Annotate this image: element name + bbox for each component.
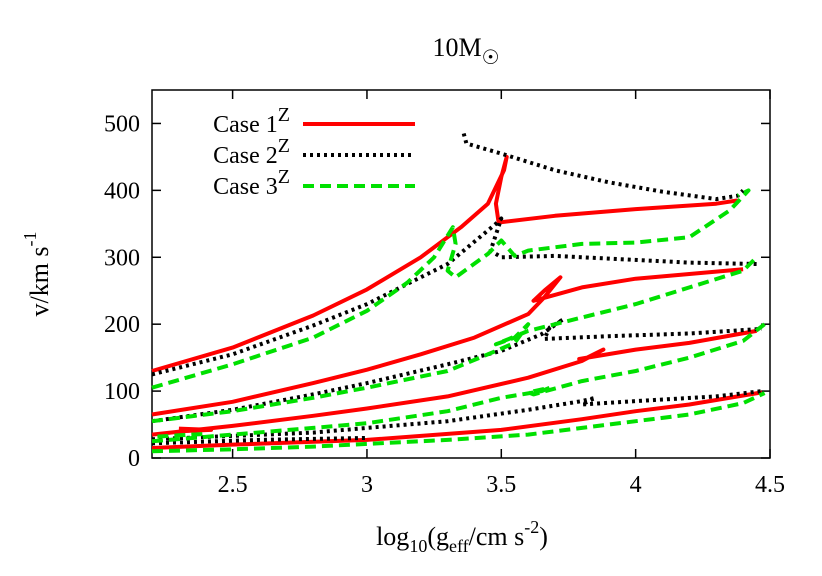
series-line (178, 426, 214, 434)
legend-label: Case 1Z (213, 104, 290, 138)
series-line (151, 216, 757, 377)
x-axis-label-suffix: /cm s (469, 522, 525, 551)
series-line (151, 328, 757, 437)
series-line (157, 431, 206, 439)
x-axis-label-mid: (g (427, 522, 449, 551)
plot-frame (151, 89, 771, 459)
y-tick-label: 500 (104, 111, 140, 137)
x-axis-label: log10(geff/cm s-2) (376, 517, 548, 556)
x-tick-label: 3.5 (486, 472, 516, 498)
series-line (151, 390, 763, 450)
series-1 (151, 154, 763, 450)
y-tick-label: 200 (104, 312, 140, 338)
y-tick-label: 300 (104, 245, 140, 271)
x-tick-label: 3 (361, 472, 373, 498)
legend-label: Case 3Z (213, 166, 290, 200)
chart-title-symbol: ☉ (482, 47, 500, 69)
series-line (151, 317, 763, 424)
chart-title: 10M☉ (432, 33, 499, 69)
series-line (151, 322, 766, 444)
x-axis-label-sub2: eff (449, 536, 469, 556)
x-tick-label: 2.5 (218, 472, 248, 498)
series-line (461, 132, 745, 202)
series-line (151, 154, 739, 373)
y-axis-label: v/km s-1 (20, 231, 54, 316)
y-tick-label: 400 (104, 178, 140, 204)
y-tick-label: 100 (104, 379, 140, 405)
series-line (151, 391, 766, 454)
y-axis-label-text: v/km s (25, 246, 54, 316)
series-line (151, 255, 759, 424)
x-tick-label: 4.5 (755, 472, 785, 498)
series-3 (151, 188, 766, 454)
series-2 (151, 132, 763, 446)
series-line (151, 188, 751, 390)
x-axis-label-sub1: 10 (409, 536, 427, 556)
series-line (151, 389, 763, 442)
series-layer (151, 132, 766, 454)
y-tick-label: 0 (128, 446, 140, 472)
series-line (151, 267, 744, 417)
axis-ticks: 2.5 3 3.5 4 4.5 0 100 200 300 400 500 (104, 90, 785, 498)
x-axis-label-end: ) (539, 522, 548, 551)
series-line (151, 435, 368, 446)
x-tick-label: 4 (630, 472, 642, 498)
y-axis-label-sup: -1 (20, 231, 40, 246)
x-axis-label-prefix: log (376, 522, 409, 551)
chart-title-text: 10M (432, 33, 481, 62)
legend-label: Case 2Z (213, 135, 290, 169)
x-axis-label-sup: -2 (524, 517, 539, 537)
